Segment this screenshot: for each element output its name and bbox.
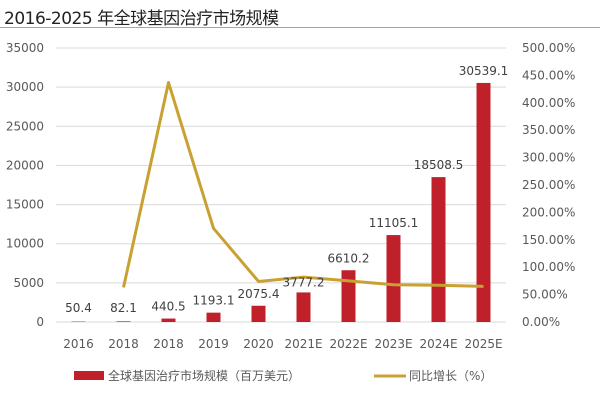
bar-data-label: 11105.1: [369, 216, 419, 230]
y-left-tick-label: 5000: [13, 276, 44, 290]
bar: [386, 235, 401, 322]
bar-data-label: 82.1: [110, 301, 137, 315]
y-right-tick-label: 50.00%: [522, 288, 568, 302]
y-right-tick-label: 0.00%: [522, 315, 560, 329]
bar: [341, 270, 356, 322]
y-left-tick-label: 15000: [6, 198, 44, 212]
bar-data-label: 440.5: [151, 300, 185, 314]
y-right-tick-label: 400.00%: [522, 96, 575, 110]
bar-data-label: 30539.1: [459, 64, 509, 78]
y-right-tick-label: 350.00%: [522, 123, 575, 137]
x-tick-label: 2020: [243, 337, 274, 351]
bar: [251, 305, 266, 322]
bar-data-label: 2075.4: [238, 287, 280, 301]
growth-line: [122, 81, 484, 288]
bar: [206, 312, 221, 322]
bar: [296, 292, 311, 322]
x-tick-label: 2018: [153, 337, 184, 351]
bar: [161, 318, 176, 322]
bar: [116, 321, 131, 322]
legend-bar-swatch: [74, 371, 104, 380]
y-left-tick-label: 0: [36, 315, 44, 329]
y-right-tick-label: 250.00%: [522, 178, 575, 192]
x-tick-label: 2025E: [464, 337, 502, 351]
bar-data-label: 6610.2: [328, 251, 370, 265]
y-right-tick-label: 100.00%: [522, 260, 575, 274]
bar-data-label: 50.4: [65, 301, 92, 315]
x-tick-label: 2023E: [374, 337, 412, 351]
y-left-tick-label: 10000: [6, 237, 44, 251]
y-right-tick-label: 300.00%: [522, 151, 575, 165]
chart-title: 2016-2025 年全球基因治疗市场规模: [4, 9, 279, 29]
bar: [431, 177, 446, 322]
legend-bar-label: 全球基因治疗市场规模（百万美元）: [108, 368, 300, 383]
legend-line-label: 同比增长（%）: [409, 369, 492, 383]
bar-data-label: 1193.1: [193, 294, 235, 308]
y-right-tick-label: 200.00%: [522, 205, 575, 219]
y-left-tick-label: 20000: [6, 158, 44, 172]
y-right-tick-label: 500.00%: [522, 41, 575, 55]
y-right-tick-label: 450.00%: [522, 68, 575, 82]
x-tick-label: 2024E: [419, 337, 457, 351]
bar: [476, 82, 491, 322]
x-tick-label: 2016: [63, 337, 94, 351]
x-tick-label: 2018: [108, 337, 139, 351]
x-tick-label: 2019: [198, 337, 229, 351]
y-right-tick-label: 150.00%: [522, 233, 575, 247]
x-tick-label: 2022E: [329, 337, 367, 351]
bar-data-label: 18508.5: [414, 158, 464, 172]
bar-data-label: 3777.2: [283, 275, 325, 289]
title-divider: [0, 27, 600, 28]
x-tick-label: 2021E: [284, 337, 322, 351]
y-left-tick-label: 35000: [6, 41, 44, 55]
y-left-tick-label: 25000: [6, 119, 44, 133]
y-left-tick-label: 30000: [6, 80, 44, 94]
